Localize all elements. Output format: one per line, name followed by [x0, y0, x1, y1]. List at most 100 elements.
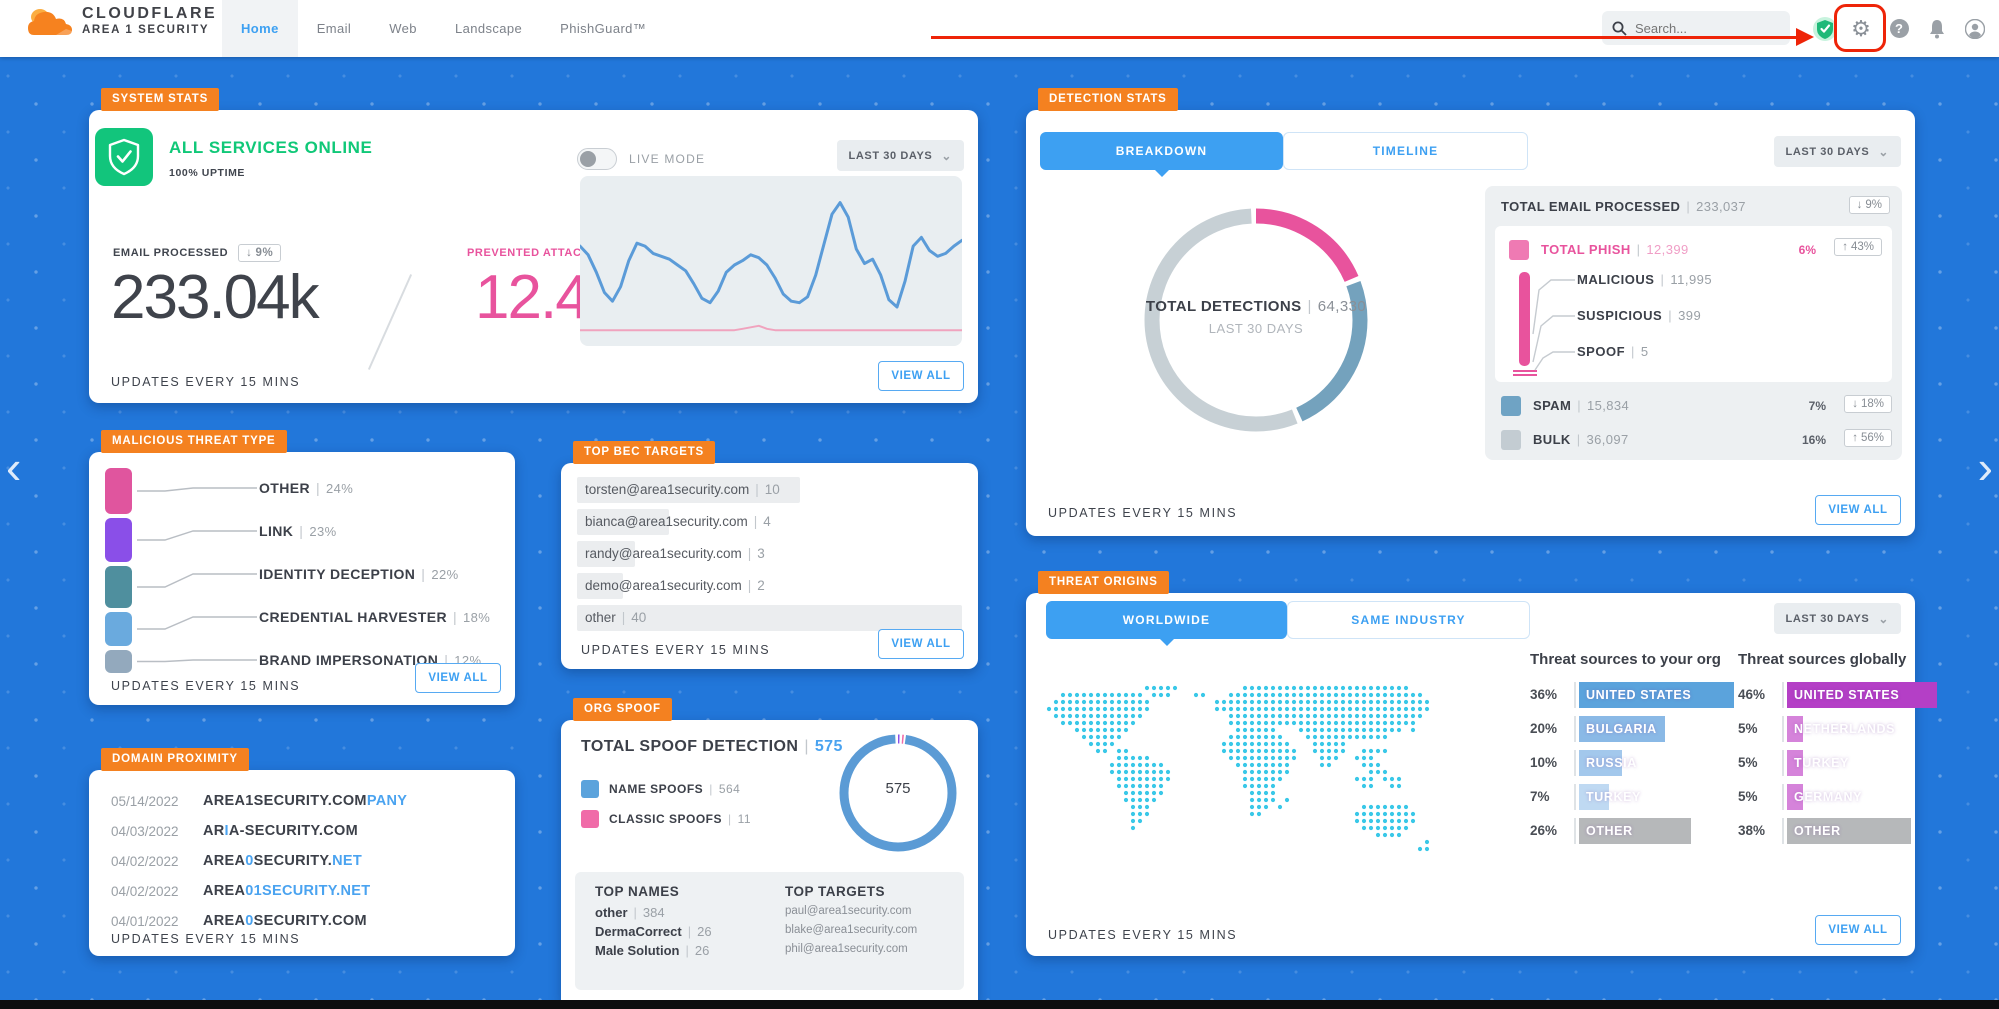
period-value: LAST 30 DAYS: [848, 149, 933, 162]
phish-sub-row: MALICIOUS | 11,995: [1577, 272, 1712, 288]
tab-timeline[interactable]: TIMELINE: [1283, 132, 1528, 170]
domain-part: AREA: [203, 913, 246, 929]
down-arrow-icon: ↓: [1856, 199, 1863, 211]
system-stats-view-all-button[interactable]: VIEW ALL: [878, 361, 964, 391]
domain-row: 04/01/2022 AREA0SECURITY.COM: [111, 906, 499, 936]
total-email-row: TOTAL EMAIL PROCESSED | 233,037: [1501, 199, 1746, 214]
origin-bar: BULGARIA: [1579, 715, 1665, 742]
spoof-donut-center-value: 575: [885, 780, 911, 797]
notifications-button[interactable]: [1924, 0, 1950, 57]
origin-bar: RUSSIA: [1579, 749, 1636, 776]
origins-tabs: WORLDWIDE SAME INDUSTRY: [1046, 601, 1530, 646]
carousel-right-chevron-icon[interactable]: ›: [1977, 441, 1993, 493]
origin-pct: 5%: [1738, 755, 1758, 770]
total-phish-value: 12,399: [1646, 242, 1689, 257]
brand[interactable]: CLOUDFLARE AREA 1 SECURITY: [26, 5, 217, 37]
separator: |: [1636, 242, 1641, 257]
protection-status-badge[interactable]: [1810, 0, 1840, 57]
phish-sub-row: SUSPICIOUS | 399: [1577, 308, 1701, 324]
nav-item-phishguard[interactable]: PhishGuard™: [560, 21, 647, 36]
threat-bar-1: [105, 518, 132, 562]
org-spoof-badge: ORG SPOOF: [573, 698, 672, 721]
origin-barwrap: OTHER: [1782, 817, 1938, 844]
system-stats-period-dropdown[interactable]: LAST 30 DAYS ⌄: [836, 140, 964, 171]
annotation-arrow-head: [1796, 28, 1814, 46]
domain-proximity-badge: DOMAIN PROXIMITY: [101, 748, 249, 771]
origin-barwrap: UNITED STATES: [1782, 681, 1938, 708]
separator: |: [1577, 398, 1581, 413]
tab-worldwide[interactable]: WORLDWIDE: [1046, 601, 1287, 646]
separator: |: [1686, 199, 1691, 214]
domain-name: AREA0SECURITY.COM: [203, 913, 367, 929]
origin-row-bulgaria: 20% BULGARIA: [1530, 715, 1910, 742]
origin-barwrap: TURKEY: [1574, 783, 1910, 810]
nav-item-email[interactable]: Email: [316, 21, 352, 36]
separator: |: [753, 514, 758, 529]
updates-note: UPDATES EVERY 15 MINS: [111, 679, 301, 693]
bec-view-all-button[interactable]: VIEW ALL: [878, 629, 964, 659]
top-name-row: DermaCorrect | 26: [595, 924, 712, 943]
search-input[interactable]: [1635, 20, 1775, 36]
account-button[interactable]: [1962, 0, 1988, 57]
prevented-attacks-line: [580, 324, 962, 332]
threat-type-view-all-button[interactable]: VIEW ALL: [415, 663, 501, 693]
sub-value: 5: [1640, 344, 1649, 359]
tab-breakdown[interactable]: BREAKDOWN: [1040, 132, 1283, 177]
origin-pct: 5%: [1738, 789, 1758, 804]
help-button[interactable]: ?: [1886, 0, 1912, 57]
origin-pct: 20%: [1530, 721, 1558, 736]
updates-note: UPDATES EVERY 15 MINS: [111, 375, 301, 389]
connector: [137, 530, 257, 541]
detection-view-all-button[interactable]: VIEW ALL: [1815, 495, 1901, 525]
spoof-detail-panel: TOP NAMES other | 384 DermaCorrect | 26 Male S…: [575, 872, 964, 990]
origins-period-dropdown[interactable]: LAST 30 DAYS ⌄: [1773, 603, 1901, 634]
down-arrow-icon: ↓: [246, 247, 253, 259]
domain-date: 04/02/2022: [111, 853, 179, 869]
settings-button[interactable]: ⚙: [1847, 0, 1875, 57]
tab-same-industry[interactable]: SAME INDUSTRY: [1287, 601, 1530, 639]
bulk-swatch: [1501, 430, 1521, 450]
carousel-left-chevron-icon[interactable]: ‹: [6, 441, 22, 493]
search-box[interactable]: [1602, 11, 1790, 45]
spoof-legend-row: NAME SPOOFS | 564: [581, 774, 751, 804]
origin-row-russia: 10% RUSSIA: [1530, 749, 1910, 776]
origin-country: TURKEY: [1586, 789, 1641, 804]
origins-view-all-button[interactable]: VIEW ALL: [1815, 915, 1901, 945]
live-mode-toggle[interactable]: [577, 148, 617, 170]
nav-item-home[interactable]: Home: [222, 0, 298, 57]
org-sources-bars: 36% UNITED STATES 20% BULGARIA 10% RUSSIA 7% TU…: [1530, 681, 1910, 851]
spoof-count: 26: [694, 943, 710, 958]
separator: |: [1576, 432, 1581, 447]
sub-value: 399: [1678, 308, 1702, 323]
phish-connectors: [1532, 279, 1575, 371]
world-dot-map: [1046, 685, 1430, 852]
origin-barwrap: GERMANY: [1782, 783, 1938, 810]
origin-bar: OTHER: [1787, 817, 1911, 844]
legend-text: NAME SPOOFS | 564: [609, 782, 740, 796]
origin-country: GERMANY: [1794, 789, 1863, 804]
origin-row-turkey: 5% TURKEY: [1738, 749, 1938, 776]
sub-label: MALICIOUS: [1577, 272, 1655, 287]
chevron-down-icon: ⌄: [941, 148, 952, 163]
spam-swatch: [1501, 396, 1521, 416]
services-status: ALL SERVICES ONLINE: [169, 138, 373, 157]
nav-item-web[interactable]: Web: [389, 21, 417, 36]
domain-part: A-SECURITY.COM: [228, 823, 358, 839]
bec-bar: [577, 509, 670, 535]
nav-item-landscape[interactable]: Landscape: [454, 21, 523, 36]
total-detections-value: 64,330: [1317, 298, 1367, 315]
delta-value: 9%: [1865, 199, 1882, 211]
top-targets-column: TOP TARGETS paul@area1security.com blake@…: [785, 884, 917, 962]
phish-bar-tick: [1513, 370, 1537, 372]
detections-donut-chart: [1144, 208, 1368, 432]
connector: [137, 487, 257, 492]
origin-pct: 7%: [1530, 789, 1550, 804]
threat-bar-4: [105, 650, 132, 673]
spoof-legend: NAME SPOOFS | 564 CLASSIC SPOOFS | 11: [581, 774, 751, 834]
bec-email: bianca@area1security.com: [585, 514, 748, 529]
threat-origins-card: THREAT ORIGINS WORLDWIDE SAME INDUSTRY L…: [1026, 571, 1937, 956]
domain-name: AREA1SECURITY.COMPANY: [203, 793, 407, 809]
bulk-row: BULK | 36,097 16% ↑ 56%: [1485, 428, 1902, 454]
detection-period-dropdown[interactable]: LAST 30 DAYS ⌄: [1773, 136, 1901, 167]
bottom-bar: [0, 1000, 1999, 1009]
